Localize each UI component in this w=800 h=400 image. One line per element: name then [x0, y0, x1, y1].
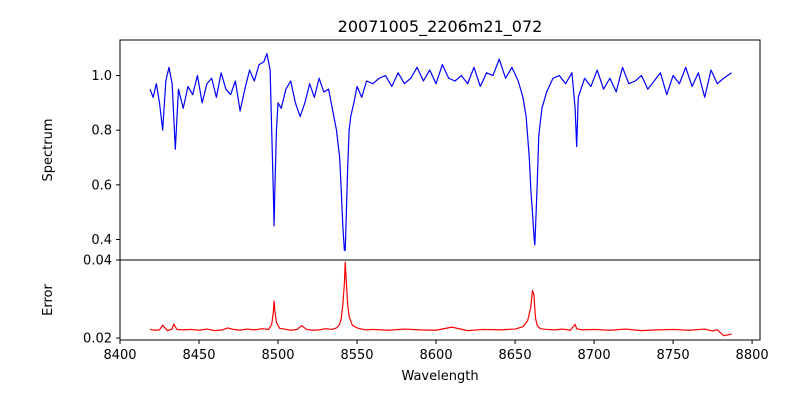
x-tick-label: 8800	[736, 348, 769, 363]
error-y-axis-label: Error	[41, 284, 56, 316]
error-y-tick-label: 0.04	[83, 254, 112, 269]
x-tick-label: 8600	[420, 348, 453, 363]
x-tick-label: 8550	[340, 348, 373, 363]
error-axes-frame	[119, 259, 761, 341]
spectrum-y-tick-label: 1.0	[91, 69, 112, 84]
x-tick-label: 8650	[499, 348, 532, 363]
error-plot	[149, 261, 732, 337]
spectrum-series-line	[149, 53, 732, 252]
spectrum-y-tick-label: 0.8	[91, 124, 112, 139]
x-axis: 8400 8450 8500 8550 8600 8650 8700 8750 8800	[103, 340, 769, 363]
chart-title: 20071005_2206m21_072	[338, 17, 543, 37]
x-tick-label: 8400	[103, 348, 136, 363]
error-y-axis: 0.02 0.04	[83, 254, 120, 347]
spectrum-y-axis: 0.4 0.6 0.8 1.0	[91, 69, 120, 248]
x-tick-label: 8700	[578, 348, 611, 363]
x-tick-label: 8750	[657, 348, 690, 363]
error-series-line	[149, 261, 732, 337]
spectrum-y-axis-label: Spectrum	[41, 119, 56, 182]
spectrum-plot	[149, 53, 732, 252]
x-axis-label: Wavelength	[401, 369, 478, 384]
error-y-tick-label: 0.02	[83, 332, 112, 347]
x-tick-label: 8500	[261, 348, 294, 363]
spectrum-y-tick-label: 0.4	[91, 233, 112, 248]
spectrum-y-tick-label: 0.6	[91, 178, 112, 193]
x-tick-label: 8450	[182, 348, 215, 363]
